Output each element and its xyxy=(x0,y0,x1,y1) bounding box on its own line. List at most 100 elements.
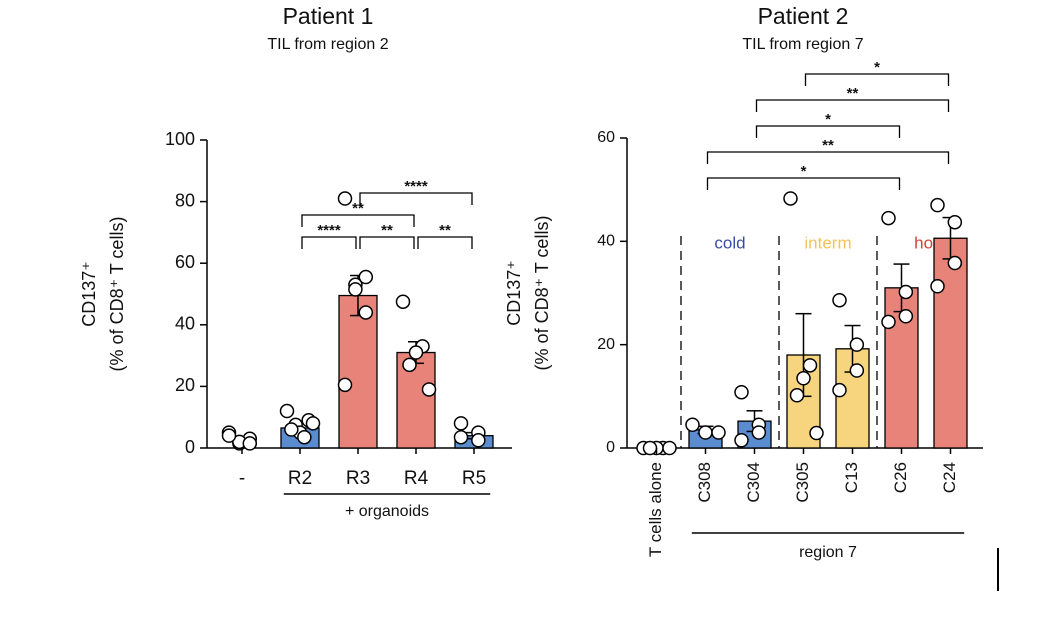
x-tick-label: R4 xyxy=(404,468,429,489)
group-label: hot xyxy=(914,233,938,252)
x-tick-label: C304 xyxy=(744,462,763,503)
chart-title: Patient 1 xyxy=(283,3,374,29)
y-tick-label: 40 xyxy=(597,233,615,250)
significance-bracket xyxy=(755,125,901,138)
y-tick-label: 0 xyxy=(606,439,615,456)
data-point xyxy=(832,292,847,308)
significance-label: * xyxy=(825,111,831,128)
y-tick-label: 20 xyxy=(597,336,615,353)
significance-label: ** xyxy=(847,85,859,102)
data-point xyxy=(402,357,417,373)
data-point xyxy=(711,425,726,440)
significance-bracket xyxy=(359,236,415,249)
x-tick-label: R5 xyxy=(462,468,486,489)
data-point xyxy=(734,384,749,400)
group-label: cold xyxy=(714,233,745,252)
significance-label: **** xyxy=(404,178,428,195)
data-point xyxy=(802,358,818,373)
x-tick-label: R3 xyxy=(346,468,370,489)
significance-label: **** xyxy=(317,222,341,239)
data-point xyxy=(284,422,299,437)
significance-bracket xyxy=(706,151,950,164)
x-group-label: region 7 xyxy=(799,544,857,561)
bar xyxy=(933,237,968,449)
data-point xyxy=(297,429,312,445)
x-tick-label: C26 xyxy=(891,462,910,493)
significance-label: ** xyxy=(822,137,834,154)
data-point xyxy=(221,428,237,443)
chart-subtitle: TIL from region 7 xyxy=(742,36,863,53)
significance-label: ** xyxy=(381,222,393,239)
significance-bracket xyxy=(417,236,473,249)
y-tick-label: 20 xyxy=(175,375,195,395)
x-tick-label: C24 xyxy=(940,462,959,493)
data-point xyxy=(930,197,945,213)
data-point xyxy=(471,433,486,448)
data-point xyxy=(809,425,824,441)
y-tick-label: 40 xyxy=(175,314,195,334)
y-axis-label: CD137⁺ xyxy=(79,261,99,327)
data-point xyxy=(337,377,353,393)
x-tick-label: R2 xyxy=(288,468,312,489)
x-tick-label: C308 xyxy=(695,462,714,503)
data-point xyxy=(881,210,896,226)
y-axis-label: CD137⁺ xyxy=(504,260,524,326)
chart-title: Patient 2 xyxy=(758,3,849,29)
significance-label: ** xyxy=(352,200,364,217)
y-tick-label: 60 xyxy=(597,129,615,146)
data-point xyxy=(751,425,767,440)
significance-bracket xyxy=(755,99,950,112)
significance-bracket xyxy=(804,73,950,86)
data-point xyxy=(849,363,865,378)
x-tick-label: T cells alone xyxy=(646,462,665,557)
data-point xyxy=(789,388,805,403)
data-point xyxy=(358,305,374,320)
x-group-label: + organoids xyxy=(345,503,429,520)
x-tick-label: C13 xyxy=(842,462,861,493)
significance-label: * xyxy=(874,59,880,76)
y-axis-label: (% of CD8⁺ T cells) xyxy=(532,216,552,371)
y-tick-label: 0 xyxy=(185,437,195,457)
data-point xyxy=(408,345,424,360)
y-tick-label: 60 xyxy=(175,252,195,272)
data-point xyxy=(849,337,865,352)
significance-bracket xyxy=(359,192,473,205)
chart-subtitle: TIL from region 2 xyxy=(267,36,388,53)
data-point xyxy=(832,382,847,398)
significance-bracket xyxy=(706,177,901,190)
data-point xyxy=(685,417,700,432)
data-point xyxy=(947,255,963,271)
data-point xyxy=(348,282,363,297)
data-point xyxy=(930,279,945,294)
data-point xyxy=(453,429,469,445)
data-point xyxy=(783,191,798,206)
data-point xyxy=(947,214,963,230)
x-tick-label: C305 xyxy=(793,462,812,503)
data-point xyxy=(898,284,914,300)
data-point xyxy=(453,416,469,431)
data-point xyxy=(421,382,437,397)
data-point xyxy=(898,309,914,324)
x-tick-label: - xyxy=(239,468,245,489)
significance-bracket xyxy=(301,214,415,227)
y-tick-label: 100 xyxy=(165,129,195,149)
data-point xyxy=(305,416,321,431)
data-point xyxy=(279,403,295,419)
significance-label: ** xyxy=(439,222,451,239)
data-point xyxy=(734,433,749,448)
bar xyxy=(338,294,378,449)
data-point xyxy=(881,314,896,330)
data-point xyxy=(395,294,411,309)
y-axis-label: (% of CD8⁺ T cells) xyxy=(107,217,127,372)
data-point xyxy=(358,269,374,285)
data-point xyxy=(796,371,811,386)
y-tick-label: 80 xyxy=(175,190,195,210)
data-point xyxy=(242,436,258,451)
data-point xyxy=(642,440,658,456)
group-label: interm xyxy=(804,233,851,252)
significance-label: * xyxy=(801,163,807,180)
data-point xyxy=(337,191,353,206)
significance-bracket xyxy=(301,236,357,249)
data-point xyxy=(698,425,713,440)
